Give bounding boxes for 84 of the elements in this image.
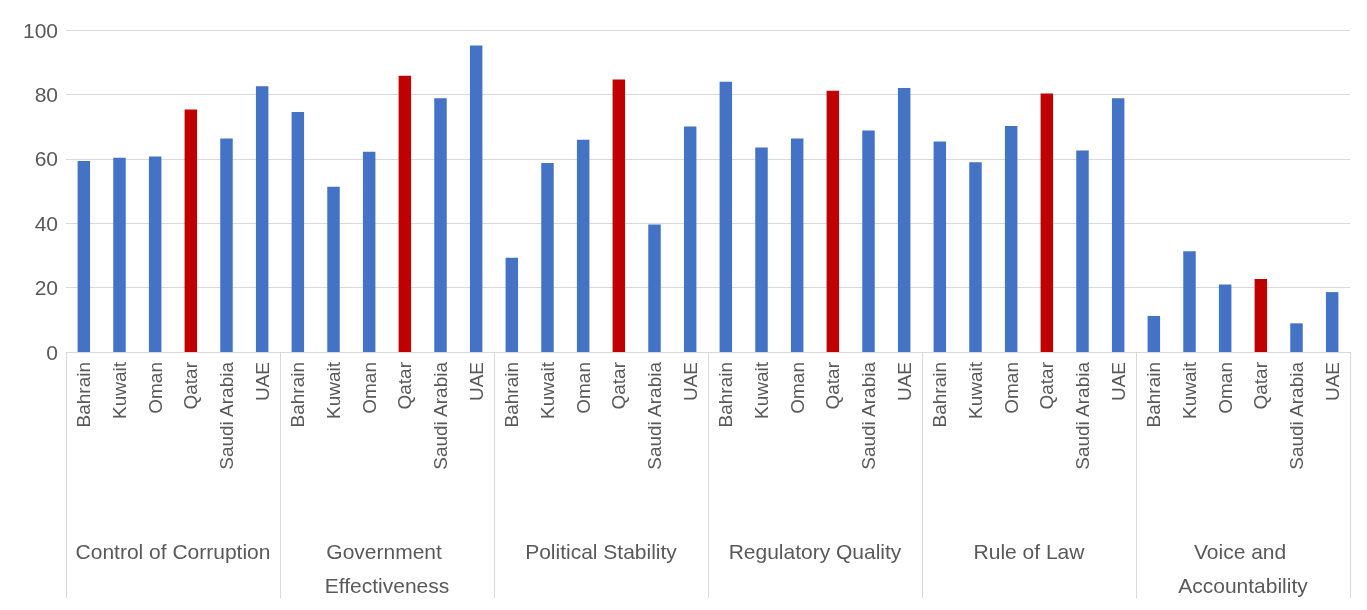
x-tick-label: Saudi Arabia <box>1072 361 1093 470</box>
x-tick-label: UAE <box>465 362 487 402</box>
x-tick-label: Kuwait <box>537 361 558 420</box>
x-tick-label: Oman <box>1214 362 1236 414</box>
x-tick-label: Kuwait <box>965 361 986 420</box>
x-tick-label: Saudi Arabia <box>1286 361 1307 470</box>
x-tick-label: UAE <box>1321 362 1343 402</box>
bar <box>1004 125 1018 352</box>
bar <box>862 130 875 352</box>
x-tick-label: UAE <box>251 362 273 402</box>
bar <box>719 81 733 352</box>
x-tick-label: UAE <box>679 362 701 402</box>
y-tick-label: 60 <box>34 147 58 171</box>
bar <box>398 75 412 352</box>
bar <box>897 87 911 352</box>
x-tick-label: Oman <box>786 362 808 414</box>
x-tick-label: Kuwait <box>1179 361 1200 420</box>
bar <box>113 157 126 352</box>
x-tick-label: Kuwait <box>109 361 130 420</box>
x-tick-label: Bahrain <box>287 362 309 428</box>
bar <box>612 79 626 352</box>
x-tick-label: Bahrain <box>715 362 737 428</box>
bar <box>184 109 198 352</box>
y-tick-label: 0 <box>46 340 58 364</box>
bar <box>1111 98 1125 352</box>
bar <box>790 138 804 352</box>
x-tick-label: Oman <box>1000 362 1022 414</box>
x-tick-label: Saudi Arabia <box>644 361 665 470</box>
x-tick-label: Qatar <box>822 361 844 410</box>
bar <box>648 224 661 352</box>
bar <box>469 45 483 352</box>
bar <box>933 141 947 352</box>
bar <box>1040 93 1054 352</box>
bar <box>1254 278 1268 352</box>
bar <box>576 139 590 352</box>
x-tick-label: Bahrain <box>1143 362 1165 428</box>
bar <box>327 186 340 352</box>
bar <box>969 162 982 352</box>
x-tick-label: Kuwait <box>751 361 772 420</box>
x-tick-label: Qatar <box>608 361 630 410</box>
y-tick-label: 20 <box>34 276 58 300</box>
bar <box>77 161 91 352</box>
x-tick-label: Qatar <box>1036 361 1058 410</box>
x-tick-label: Qatar <box>180 361 202 410</box>
x-tick-label: Bahrain <box>929 362 951 428</box>
x-tick-label: Oman <box>358 362 380 414</box>
bar <box>362 151 376 352</box>
x-tick-label: Oman <box>572 362 594 414</box>
x-tick-label: Saudi Arabia <box>430 361 451 470</box>
text: Government Effectiveness <box>324 539 450 597</box>
y-tick-label: 100 <box>22 18 58 42</box>
text: Regulatory Quality <box>728 539 902 563</box>
bar <box>148 156 162 352</box>
text: Voice and Accountability <box>1178 539 1309 597</box>
bar <box>1076 150 1089 352</box>
x-tick-label: UAE <box>893 362 915 402</box>
bar <box>541 162 554 352</box>
x-tick-label: UAE <box>1107 362 1129 402</box>
bar <box>1218 284 1232 352</box>
text: Political Stability <box>525 539 678 563</box>
text: Control of Corruption <box>75 539 271 563</box>
x-tick-label: Kuwait <box>323 361 344 420</box>
bar <box>1290 323 1303 352</box>
text: Rule of Law <box>973 539 1086 563</box>
bar <box>755 147 768 352</box>
x-tick-label: Oman <box>144 362 166 414</box>
bar <box>683 126 697 352</box>
bar <box>291 112 305 352</box>
x-tick-label: Qatar <box>394 361 416 410</box>
x-tick-label: Qatar <box>1250 361 1272 410</box>
bar <box>826 90 840 352</box>
y-tick-label: 40 <box>34 211 58 235</box>
bar <box>220 138 233 352</box>
y-tick-label: 80 <box>34 82 58 106</box>
bar <box>434 98 447 352</box>
bar <box>255 86 269 352</box>
bar <box>505 257 519 352</box>
x-tick-label: Bahrain <box>73 362 95 428</box>
bar <box>1147 315 1161 352</box>
bar <box>1325 292 1339 352</box>
x-tick-label: Saudi Arabia <box>858 361 879 470</box>
x-tick-label: Saudi Arabia <box>216 361 237 470</box>
bar <box>1183 251 1196 352</box>
x-tick-label: Bahrain <box>501 362 523 428</box>
